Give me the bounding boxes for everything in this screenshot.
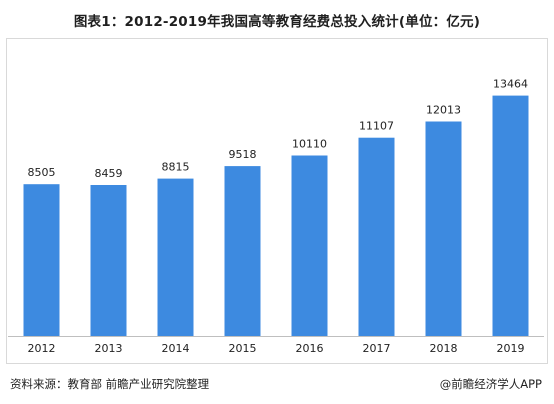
value-label-2017: 11107 [359,120,394,133]
x-tick-label-2012: 2012 [28,342,56,355]
bar-2015 [224,166,261,336]
x-tick-label-2019: 2019 [497,342,525,355]
value-label-group: 8505 8459 8815 9518 10110 11107 12013 13464 [28,78,529,180]
value-label-2014: 8815 [162,161,190,174]
x-tick-label-2013: 2013 [95,342,123,355]
x-tick-label-2018: 2018 [430,342,458,355]
value-label-2015: 9518 [229,148,257,161]
value-label-2018: 12013 [426,104,461,117]
value-label-2019: 13464 [493,78,528,91]
value-label-2012: 8505 [28,166,56,179]
bar-2017 [358,137,395,336]
x-tick-label-group: 2012 2013 2014 2015 2016 2017 2018 2019 [28,342,525,355]
x-tick-label-2017: 2017 [363,342,391,355]
x-tick-label-2014: 2014 [162,342,190,355]
x-tick-label-2016: 2016 [296,342,324,355]
bar-2013 [90,185,127,336]
x-tick-label-2015: 2015 [229,342,257,355]
bar-2019 [492,95,529,336]
bar-2016 [291,155,328,336]
bar-2018 [425,121,462,336]
chart-title: 图表1：2012-2019年我国高等教育经费总投入统计(单位：亿元) [73,14,481,30]
value-label-2013: 8459 [95,167,123,180]
bar-2012 [23,184,60,336]
chart-frame [6,38,548,364]
value-label-2016: 10110 [292,138,327,151]
bar-chart: 8505 8459 8815 9518 10110 11107 12013 13464 201… [8,78,544,355]
source-note: 资料来源：教育部 前瞻产业研究院整理 [10,377,210,391]
bar-2014 [157,178,194,336]
credit-note: @前瞻经济学人APP [439,377,542,391]
bar-group [23,95,529,336]
